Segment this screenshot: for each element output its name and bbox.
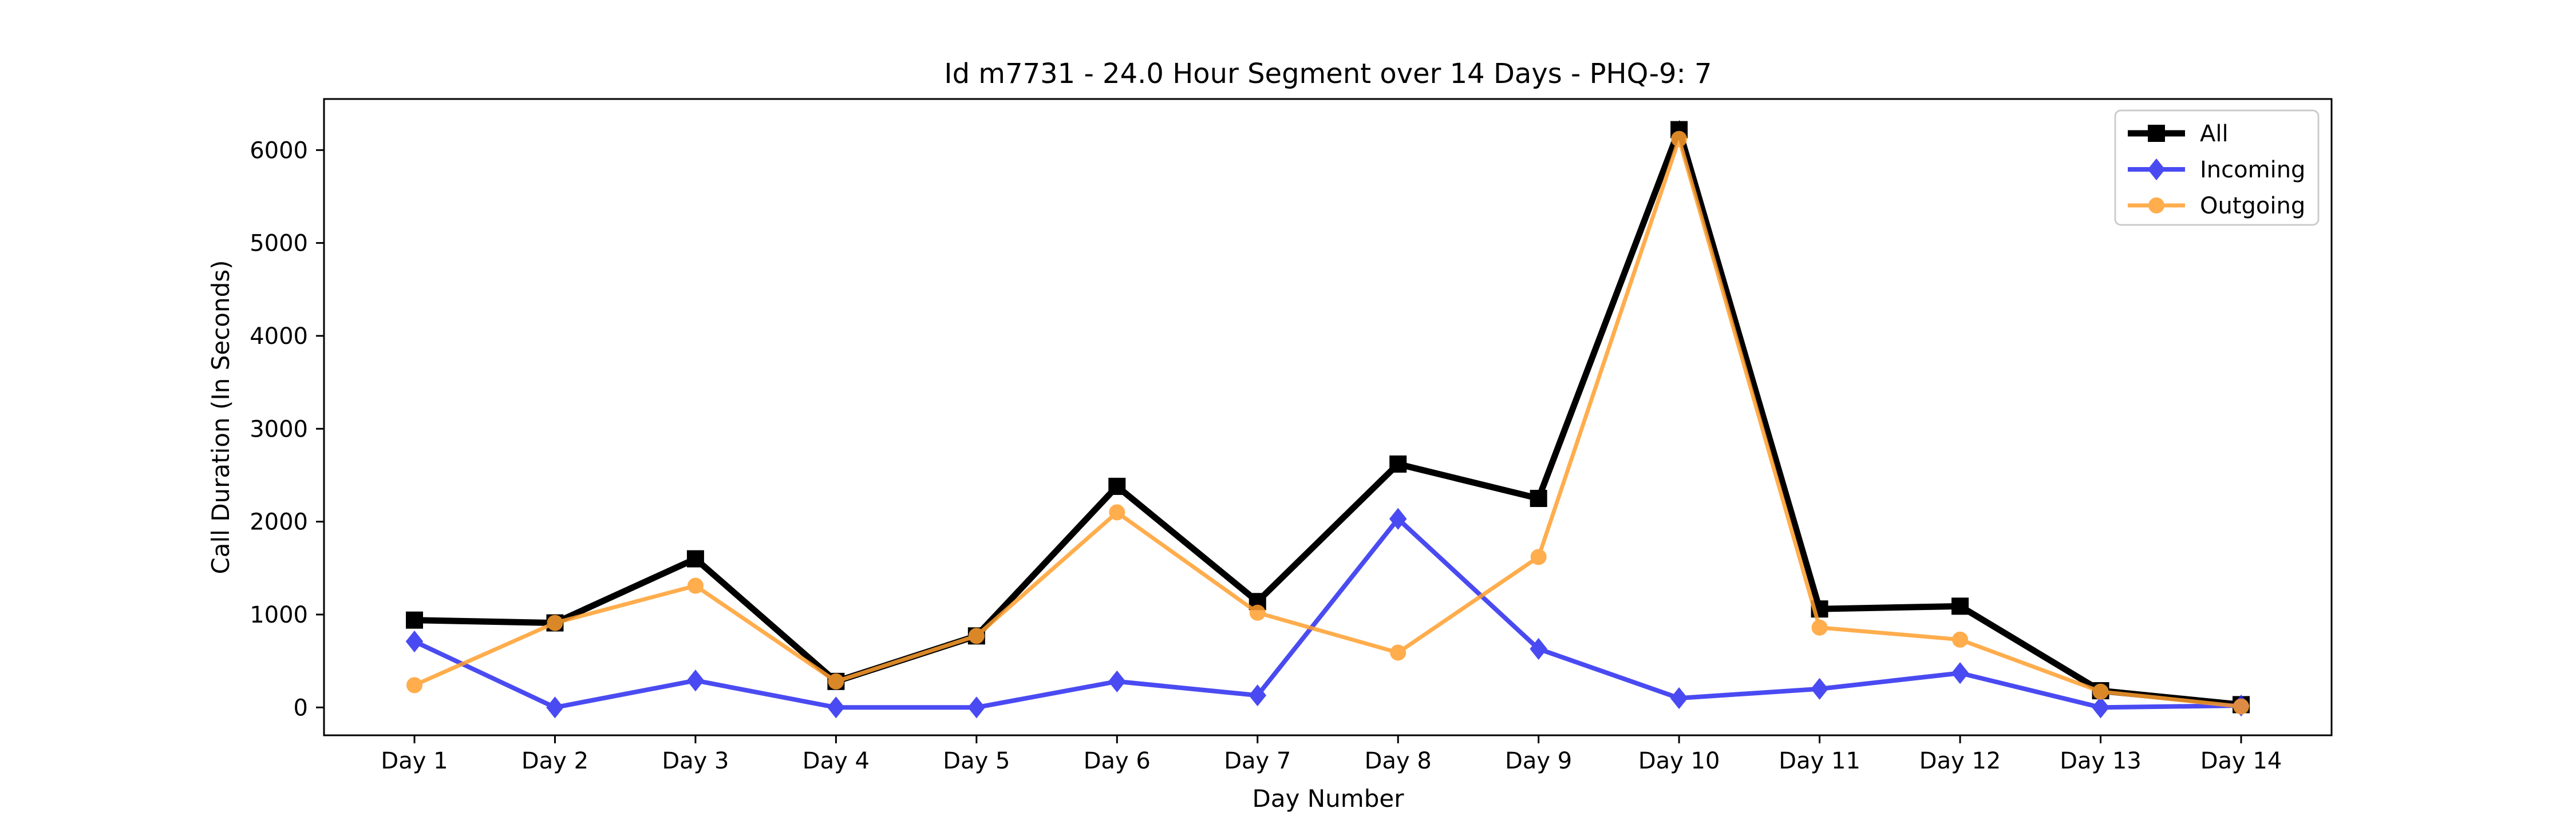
legend-box	[2114, 109, 2320, 226]
legend-swatch-marker	[2147, 158, 2166, 181]
x-tick-label: Day 9	[1505, 748, 1572, 774]
incoming-point	[2092, 696, 2109, 719]
x-tick-label: Day 12	[1919, 748, 2001, 774]
all-point	[1530, 490, 1547, 508]
incoming-point	[1811, 678, 1828, 700]
series-layer	[405, 120, 2250, 719]
legend-swatch-marker	[2148, 197, 2164, 213]
legend-label: Outgoing	[2200, 193, 2305, 219]
x-tick-label: Day 4	[803, 748, 870, 774]
all-point	[686, 550, 704, 568]
y-tick-label: 2000	[250, 509, 308, 536]
legend: All Incoming Outgoing	[2114, 109, 2320, 226]
outgoing-point	[968, 628, 985, 644]
y-tick-label: 6000	[250, 137, 308, 164]
outgoing-point	[547, 615, 563, 631]
series-all-line	[414, 120, 2242, 708]
incoming-point	[1951, 662, 1969, 684]
x-tick-label: Day 6	[1084, 748, 1151, 774]
legend-item-incoming	[2128, 158, 2185, 181]
x-tick-label: Day 3	[662, 748, 729, 774]
x-tick-label: Day 14	[2200, 748, 2282, 774]
x-tick-label: Day 7	[1224, 748, 1291, 774]
outgoing-point	[1530, 549, 1547, 565]
legend-label: Incoming	[2200, 157, 2305, 183]
series-incoming-line	[413, 515, 2242, 710]
outgoing-point	[1249, 604, 1266, 621]
incoming-point	[405, 630, 424, 653]
x-tick-label: Day 1	[381, 748, 448, 774]
y-axis-label: Call Duration (In Seconds)	[207, 260, 235, 574]
legend-label: All	[2200, 121, 2229, 147]
outgoing-point	[406, 677, 422, 694]
y-tick-label: 3000	[250, 416, 308, 442]
axis-ticks: Day 1 Day 2 Day 3 Day 4 Day 5 Day 6 Day 7 Day 8…	[250, 137, 2282, 774]
y-tick-label: 0	[294, 695, 308, 721]
x-axis-label: Day Number	[1252, 785, 1404, 813]
incoming-point	[1670, 687, 1688, 710]
x-tick-label: Day 5	[943, 748, 1010, 774]
legend-item-outgoing	[2128, 197, 2185, 213]
plot-area	[323, 98, 2333, 736]
all-point	[1108, 477, 1126, 495]
y-tick-label: 1000	[250, 602, 308, 628]
all-point	[406, 611, 423, 629]
incoming-point	[1249, 684, 1267, 707]
series-outgoing	[406, 130, 2249, 715]
all-point	[1389, 455, 1407, 473]
chart-title: Id m7731 - 24.0 Hour Segment over 14 Day…	[944, 58, 1712, 90]
outgoing-point	[1390, 644, 1406, 661]
outgoing-point	[2092, 683, 2109, 700]
outgoing-point	[828, 673, 844, 690]
incoming-point	[1108, 670, 1126, 692]
x-tick-label: Day 8	[1365, 748, 1432, 774]
outgoing-point	[1671, 130, 1688, 147]
outgoing-point	[687, 577, 704, 594]
x-tick-label: Day 2	[521, 748, 588, 774]
outgoing-point	[1952, 631, 1969, 648]
y-tick-label: 5000	[250, 231, 308, 257]
x-tick-label: Day 11	[1779, 748, 1860, 774]
incoming-point	[1389, 508, 1407, 530]
series-incoming	[405, 508, 2250, 719]
outgoing-point	[2233, 698, 2249, 715]
incoming-point	[546, 696, 564, 719]
incoming-point	[827, 696, 845, 719]
legend-swatch-marker	[2148, 125, 2165, 142]
y-tick-label: 4000	[250, 323, 308, 350]
incoming-point	[967, 696, 986, 719]
x-tick-label: Day 13	[2060, 748, 2142, 774]
all-point	[1951, 597, 1969, 615]
outgoing-point	[1811, 619, 1828, 636]
series-outgoing-line	[413, 132, 2242, 709]
incoming-point	[686, 670, 705, 692]
legend-item-all	[2128, 125, 2185, 142]
x-tick-label: Day 10	[1638, 748, 1720, 774]
outgoing-point	[1109, 504, 1125, 521]
incoming-point	[1530, 637, 1547, 660]
